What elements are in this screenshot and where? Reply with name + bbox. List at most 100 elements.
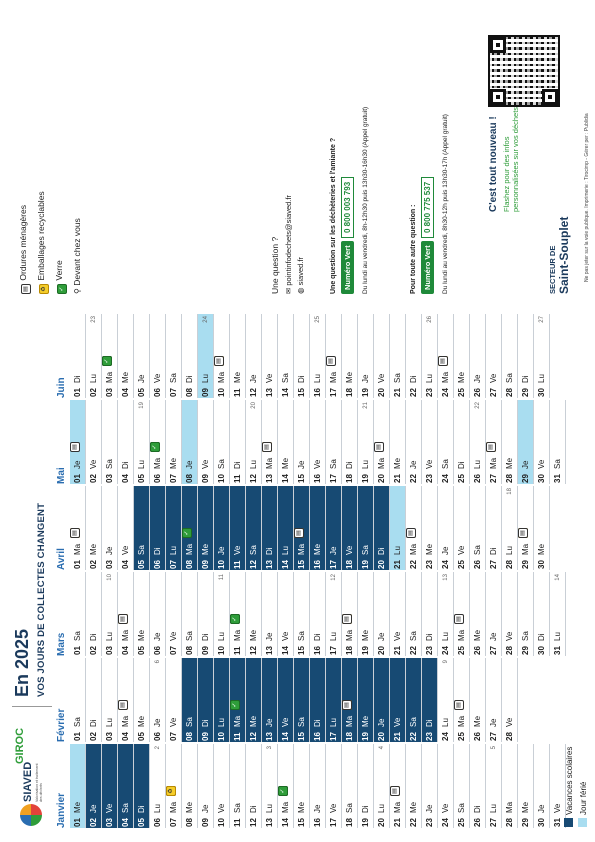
day-label: Di: [425, 633, 434, 641]
day-row: 26 Lu 22: [470, 400, 486, 484]
month-header: Janvier: [56, 792, 67, 828]
day-number: 17: [329, 474, 338, 483]
day-label: Sa: [409, 717, 418, 727]
day-label: Je: [153, 718, 162, 727]
trash-icon: ▤: [374, 442, 384, 452]
day-number: 07: [169, 474, 178, 483]
day-row: 08 Me: [182, 744, 198, 828]
dechetteries-number[interactable]: 0 800 003 793: [341, 176, 354, 238]
day-label: Di: [473, 805, 482, 813]
trash-icon: ▤: [454, 614, 464, 624]
day-row: 29 Sa: [518, 572, 534, 656]
qr-code[interactable]: [488, 35, 560, 107]
day-label: Je: [89, 804, 98, 813]
day-label: Di: [489, 547, 498, 555]
day-number: 14: [281, 474, 290, 483]
day-label: Sa: [297, 631, 306, 641]
day-row: 27 Di: [486, 486, 502, 570]
day-row: 17 Je: [326, 486, 342, 570]
day-row: 15 Sa: [294, 658, 310, 742]
day-row: 07 Ve: [166, 658, 182, 742]
day-row: 15 Je: [294, 400, 310, 484]
day-label: Me: [361, 629, 370, 641]
page-subtitle: VOS JOURS DE COLLECTES CHANGENT: [36, 502, 47, 697]
month-column: Mars01Sa02Di03Lu1004Ma♻▤05Me06Je07Ve08Sa…: [56, 572, 566, 656]
day-number: 16: [313, 646, 322, 655]
question-email-text: pointinfodechets@siaved.fr: [284, 195, 293, 286]
day-number: 16: [313, 560, 322, 569]
day-row: 18 Di: [342, 400, 358, 484]
day-number: 13: [265, 646, 274, 655]
autre-title: Pour toute autre question :: [410, 204, 417, 294]
day-number: 25: [457, 646, 466, 655]
day-label: Me: [73, 801, 82, 813]
day-label: Ma: [265, 457, 274, 469]
day-label: Me: [249, 629, 258, 641]
day-number: 16: [313, 388, 322, 397]
day-label: Ve: [153, 373, 162, 383]
day-row: 22 Sa: [406, 658, 422, 742]
day-number: 14: [281, 646, 290, 655]
day-row: 26 Je: [470, 314, 486, 398]
day-number: 08: [185, 388, 194, 397]
question-email[interactable]: ✉ pointinfodechets@siaved.fr: [284, 14, 293, 294]
day-row: 27 Je: [486, 658, 502, 742]
glass-icon: ✓: [102, 356, 112, 366]
day-number: 03: [105, 732, 114, 741]
day-row: 28 Ma: [502, 744, 518, 828]
day-label: Sa: [393, 373, 402, 383]
day-number: 10: [217, 560, 226, 569]
day-number: 15: [297, 646, 306, 655]
dechetteries-block: Une question sur les déchèteries et l'am…: [330, 14, 369, 294]
autre-number[interactable]: 0 800 775 537: [421, 176, 434, 238]
day-row: 25 Me: [454, 314, 470, 398]
day-row: 19 Sa: [358, 486, 374, 570]
day-label: Ve: [201, 459, 210, 469]
day-label: Sa: [281, 373, 290, 383]
day-label: Lu: [505, 546, 514, 555]
qr-finder-3: [542, 89, 558, 105]
day-number: 19: [361, 646, 370, 655]
day-row: 19 Di: [358, 744, 374, 828]
day-number: 05: [137, 818, 146, 827]
day-label: Me: [121, 371, 130, 383]
day-number: 10: [217, 474, 226, 483]
day-number: 03: [105, 818, 114, 827]
legend-devant-label: Devant chez vous: [72, 218, 82, 286]
day-label: Je: [489, 632, 498, 641]
day-label: Je: [537, 804, 546, 813]
day-label: Di: [89, 633, 98, 641]
dechetteries-number-row: Numéro Vert 0 800 003 793: [341, 14, 359, 294]
day-number: 29: [521, 560, 530, 569]
day-label: Me: [201, 543, 210, 555]
month-header: Février: [56, 708, 67, 742]
day-row: 05 Di: [134, 744, 150, 828]
day-number: 18: [345, 818, 354, 827]
day-row: 14 Ve: [278, 572, 294, 656]
week-number: 10: [107, 574, 113, 581]
day-label: Sa: [137, 545, 146, 555]
day-number: 24: [441, 474, 450, 483]
trash-icon: ▤: [214, 356, 224, 366]
day-label: Ma: [153, 457, 162, 469]
day-label: Sa: [185, 631, 194, 641]
question-web[interactable]: ◍ siaved.fr: [296, 14, 305, 294]
day-label: Je: [425, 804, 434, 813]
day-number: 07: [169, 560, 178, 569]
day-row: 31 Lu 14: [550, 572, 566, 656]
day-number: 01: [73, 388, 82, 397]
day-row: 02 Ve: [86, 400, 102, 484]
day-label: Ve: [393, 717, 402, 727]
day-number: 22: [409, 560, 418, 569]
day-number: 09: [201, 732, 210, 741]
day-row: 27 Lu 5: [486, 744, 502, 828]
dechetteries-hours: Du lundi au vendredi, 8h-12h30 puis 13h3…: [362, 106, 369, 294]
trash-icon: ▤: [518, 528, 528, 538]
day-row: 20 Je: [374, 572, 390, 656]
month-column: Février01Sa02Di03Lu04Ma♻▤05Me06Je607Ve08…: [56, 658, 560, 742]
day-label: Di: [201, 633, 210, 641]
day-row: 01 Sa: [70, 658, 86, 742]
